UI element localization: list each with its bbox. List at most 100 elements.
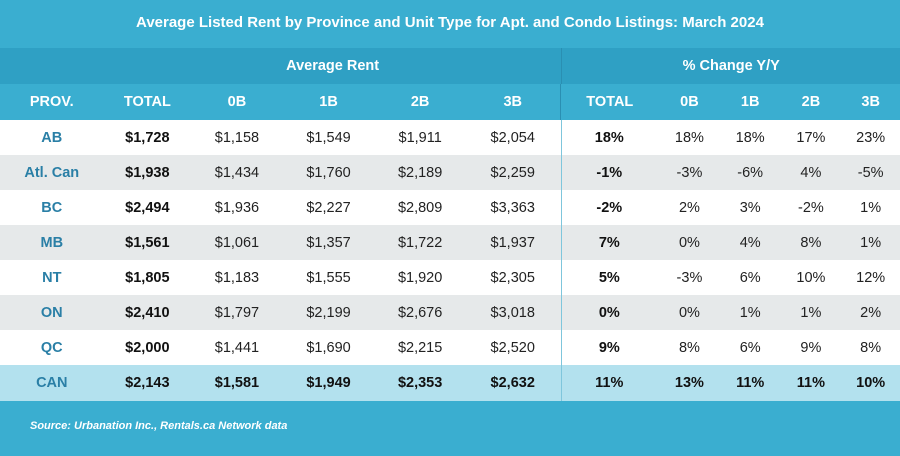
pct-0b-cell: 2% <box>678 199 700 216</box>
pct-total-cell: 7% <box>598 234 620 251</box>
rent-total-cell: $2,410 <box>125 304 170 321</box>
pct-total-cell: 18% <box>594 129 624 146</box>
pct-1b-cell: 6% <box>739 339 761 356</box>
province-cell: CAN <box>36 375 68 391</box>
table-row: CAN $2,143 $1,581 $1,949 $2,353 $2,632 11% 13% 1… <box>0 365 900 401</box>
pct-1b-cell: 4% <box>739 234 761 251</box>
pct-2b-cell: -2% <box>798 199 824 216</box>
rent-3b-cell: $1,937 <box>490 234 535 251</box>
rent-0b-cell: $1,061 <box>214 234 260 251</box>
rent-total-cell: $1,805 <box>125 269 170 286</box>
province-cell: MB <box>40 234 64 251</box>
pct-3b-cell: 12% <box>856 269 886 286</box>
col-header-3b: 3B <box>503 94 522 110</box>
pct-2b-cell: 10% <box>796 269 826 286</box>
pct-3b-cell: 2% <box>860 304 882 321</box>
col-header-pct-3b: 3B <box>861 94 880 110</box>
pct-2b-cell: 17% <box>796 129 826 146</box>
table-row: Atl. Can $1,938 $1,434 $1,760 $2,189 $2,259 -1… <box>0 155 900 190</box>
rent-total-cell: $2,143 <box>125 375 170 391</box>
pct-0b-cell: 18% <box>674 129 704 146</box>
rent-total-cell: $1,728 <box>125 129 170 146</box>
rent-total-cell: $1,561 <box>125 234 170 251</box>
rent-3b-cell: $2,259 <box>490 164 535 181</box>
rent-0b-cell: $1,441 <box>214 339 260 356</box>
rent-2b-cell: $2,353 <box>397 375 443 391</box>
pct-1b-cell: 6% <box>739 269 761 286</box>
pct-1b-cell: 18% <box>735 129 765 146</box>
group-spacer <box>0 48 104 84</box>
pct-1b-cell: 3% <box>739 199 761 216</box>
rent-3b-cell: $3,018 <box>490 304 535 321</box>
rent-total-cell: $2,494 <box>125 199 170 216</box>
rent-1b-cell: $2,199 <box>306 304 351 321</box>
rent-total-cell: $2,000 <box>125 339 170 356</box>
pct-3b-cell: 8% <box>860 339 882 356</box>
pct-3b-cell: 1% <box>860 199 882 216</box>
rent-1b-cell: $1,357 <box>306 234 351 251</box>
rent-2b-cell: $2,215 <box>397 339 443 356</box>
rent-2b-cell: $2,676 <box>397 304 443 321</box>
pct-2b-cell: 9% <box>800 339 822 356</box>
col-header-pct-0b: 0B <box>680 94 699 110</box>
rent-2b-cell: $2,189 <box>397 164 443 181</box>
pct-2b-cell: 11% <box>796 375 826 391</box>
pct-total-cell: 9% <box>598 339 620 356</box>
rent-1b-cell: $1,549 <box>306 129 351 146</box>
table-row: NT $1,805 $1,183 $1,555 $1,920 $2,305 5% -3% 6% 1… <box>0 260 900 295</box>
rent-1b-cell: $1,555 <box>306 269 351 286</box>
pct-total-cell: 11% <box>595 375 624 391</box>
column-header-row: PROV. TOTAL 0B 1B 2B 3B TOTAL 0B 1B 2B 3… <box>0 84 900 120</box>
col-header-prov: PROV. <box>29 94 74 110</box>
pct-2b-cell: 1% <box>800 304 822 321</box>
pct-3b-cell: 1% <box>860 234 882 251</box>
pct-0b-cell: -3% <box>676 164 703 181</box>
chart-title: Average Listed Rent by Province and Unit… <box>136 14 764 31</box>
pct-0b-cell: 0% <box>678 234 700 251</box>
col-header-pct-2b: 2B <box>801 94 821 110</box>
province-cell: ON <box>40 304 63 321</box>
rent-2b-cell: $1,920 <box>397 269 443 286</box>
pct-1b-cell: 11% <box>736 375 765 391</box>
pct-0b-cell: 13% <box>674 375 704 391</box>
rent-0b-cell: $1,434 <box>214 164 260 181</box>
pct-2b-cell: 4% <box>800 164 822 181</box>
rent-3b-cell: $3,363 <box>490 199 535 216</box>
province-cell: AB <box>41 129 63 146</box>
col-header-2b: 2B <box>410 94 430 110</box>
rent-2b-cell: $1,911 <box>398 129 442 146</box>
province-cell: QC <box>40 339 63 356</box>
pct-total-cell: 5% <box>598 269 620 286</box>
pct-0b-cell: -3% <box>676 269 703 286</box>
source-note: Source: Urbanation Inc., Rentals.ca Netw… <box>30 419 288 432</box>
rent-0b-cell: $1,158 <box>214 129 260 146</box>
table-row: ON $2,410 $1,797 $2,199 $2,676 $3,018 0% 0% 1% 1%… <box>0 295 900 330</box>
rent-2b-cell: $2,809 <box>397 199 443 216</box>
pct-0b-cell: 8% <box>678 339 700 356</box>
col-header-1b: 1B <box>319 94 338 110</box>
pct-0b-cell: 0% <box>678 304 700 321</box>
table-row: QC $2,000 $1,441 $1,690 $2,215 $2,520 9% 8% 6% 9%… <box>0 330 900 365</box>
table-row: BC $2,494 $1,936 $2,227 $2,809 $3,363 -2% 2% 3% -… <box>0 190 900 225</box>
pct-3b-cell: -5% <box>857 164 884 181</box>
table-row: AB $1,728 $1,158 $1,549 $1,911 $2,054 18% 18% 18… <box>0 120 900 155</box>
rent-0b-cell: $1,936 <box>214 199 260 216</box>
rent-total-cell: $1,938 <box>125 164 170 181</box>
rent-3b-cell: $2,305 <box>490 269 535 286</box>
table-body: AB $1,728 $1,158 $1,549 $1,911 $2,054 18% 18% 18… <box>0 120 900 401</box>
rent-1b-cell: $2,227 <box>306 199 351 216</box>
rent-3b-cell: $2,520 <box>490 339 535 356</box>
rent-0b-cell: $1,183 <box>214 269 260 286</box>
pct-1b-cell: -6% <box>737 164 764 181</box>
group-pct-change: % Change Y/Y <box>561 48 900 84</box>
section-divider-line <box>561 120 562 401</box>
pct-2b-cell: 8% <box>800 234 822 251</box>
rent-1b-cell: $1,690 <box>306 339 351 356</box>
rent-2b-cell: $1,722 <box>397 234 443 251</box>
rent-0b-cell: $1,581 <box>214 375 260 391</box>
pct-total-cell: -1% <box>596 164 623 181</box>
rent-3b-cell: $2,632 <box>490 375 535 391</box>
pct-total-cell: -2% <box>596 199 623 216</box>
group-average-rent: Average Rent <box>286 58 380 74</box>
rent-1b-cell: $1,949 <box>306 375 351 391</box>
